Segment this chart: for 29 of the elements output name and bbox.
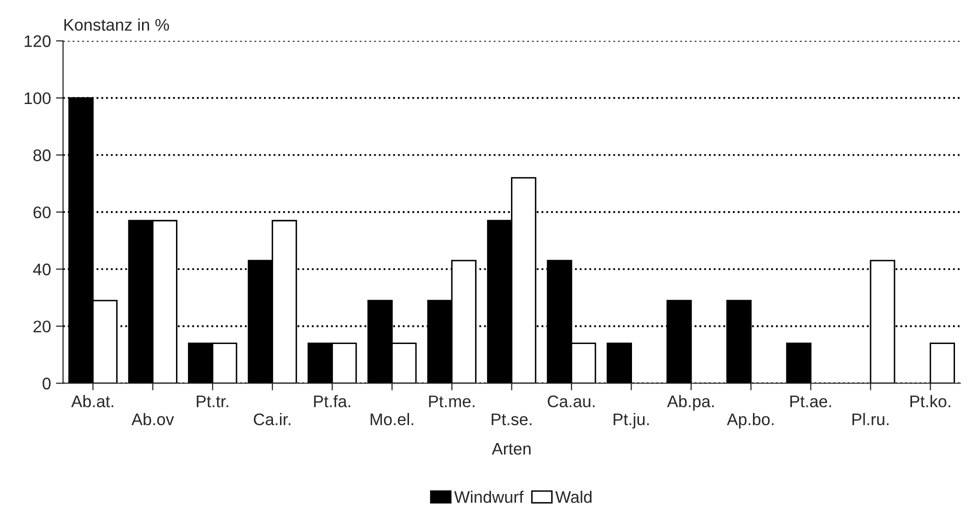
bar <box>606 342 632 384</box>
y-tick-label: 60 <box>34 206 51 218</box>
y-tick-label: 20 <box>34 320 51 332</box>
x-axis-title: Arten <box>492 443 531 455</box>
y-tick-label: 100 <box>24 92 51 104</box>
x-tick-label: Ab.ov <box>132 413 174 426</box>
y-axis-title: Konstanz in % <box>64 18 169 31</box>
x-tick-label: Ap.bo. <box>726 413 774 429</box>
x-tick-label: Ca.ir. <box>254 413 290 426</box>
x-tick-label: Pt.fa. <box>314 395 350 408</box>
y-tick-label: 40 <box>33 264 51 276</box>
bar <box>786 342 812 384</box>
x-tick-label: Ab.pa. <box>667 395 714 411</box>
y-tick-label: 0 <box>42 378 51 390</box>
bar <box>930 342 956 384</box>
x-tick-label: Ab.at. <box>71 395 114 408</box>
x-tick-label: Pt.ju. <box>614 413 649 429</box>
x-tick-label: Pt.se. <box>492 414 532 426</box>
x-tick-label: Pl.ru. <box>852 413 889 426</box>
x-tick-label: Pt.ko. <box>910 395 950 408</box>
y-tick-label: 80 <box>33 149 51 162</box>
x-tick-label: Ca.au. <box>548 395 595 408</box>
x-tick-label: Pt.ae. <box>790 396 832 408</box>
y-tick-label: 120 <box>24 35 51 48</box>
x-tick-label: Pt.tr. <box>196 396 228 408</box>
x-tick-label: Mo.el. <box>370 413 414 426</box>
legend-label: Windwurf <box>454 490 524 503</box>
legend-label: Wald <box>555 490 592 503</box>
x-tick-label: Pt.me. <box>429 396 474 408</box>
